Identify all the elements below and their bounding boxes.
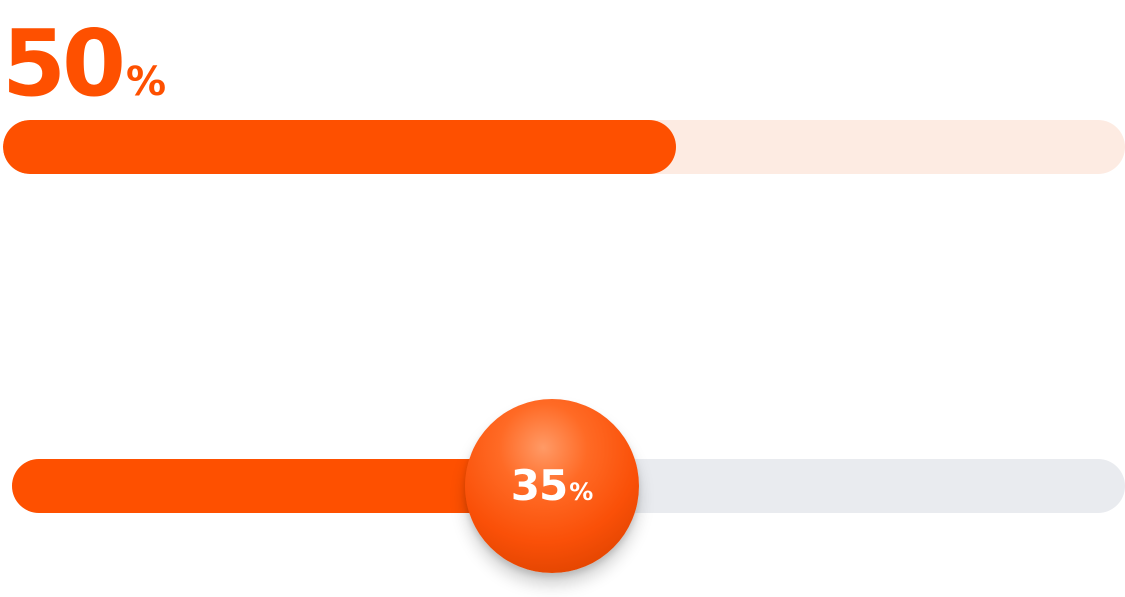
- progress-value-unit: %: [126, 59, 167, 105]
- slider-value-label: 35%: [465, 399, 639, 573]
- progress-value-number: 50: [2, 10, 126, 117]
- progress-fill: [3, 120, 676, 174]
- slider-value-number: 35: [510, 461, 568, 510]
- slider-thumb[interactable]: 35%: [465, 399, 639, 573]
- progress-track: [3, 120, 1125, 174]
- slider-fill: [12, 459, 552, 513]
- progress-indicator: 50%: [0, 0, 1125, 200]
- percentage-slider[interactable]: 35%: [0, 380, 1125, 597]
- slider-value-unit: %: [569, 478, 594, 506]
- progress-value-label: 50%: [2, 18, 166, 110]
